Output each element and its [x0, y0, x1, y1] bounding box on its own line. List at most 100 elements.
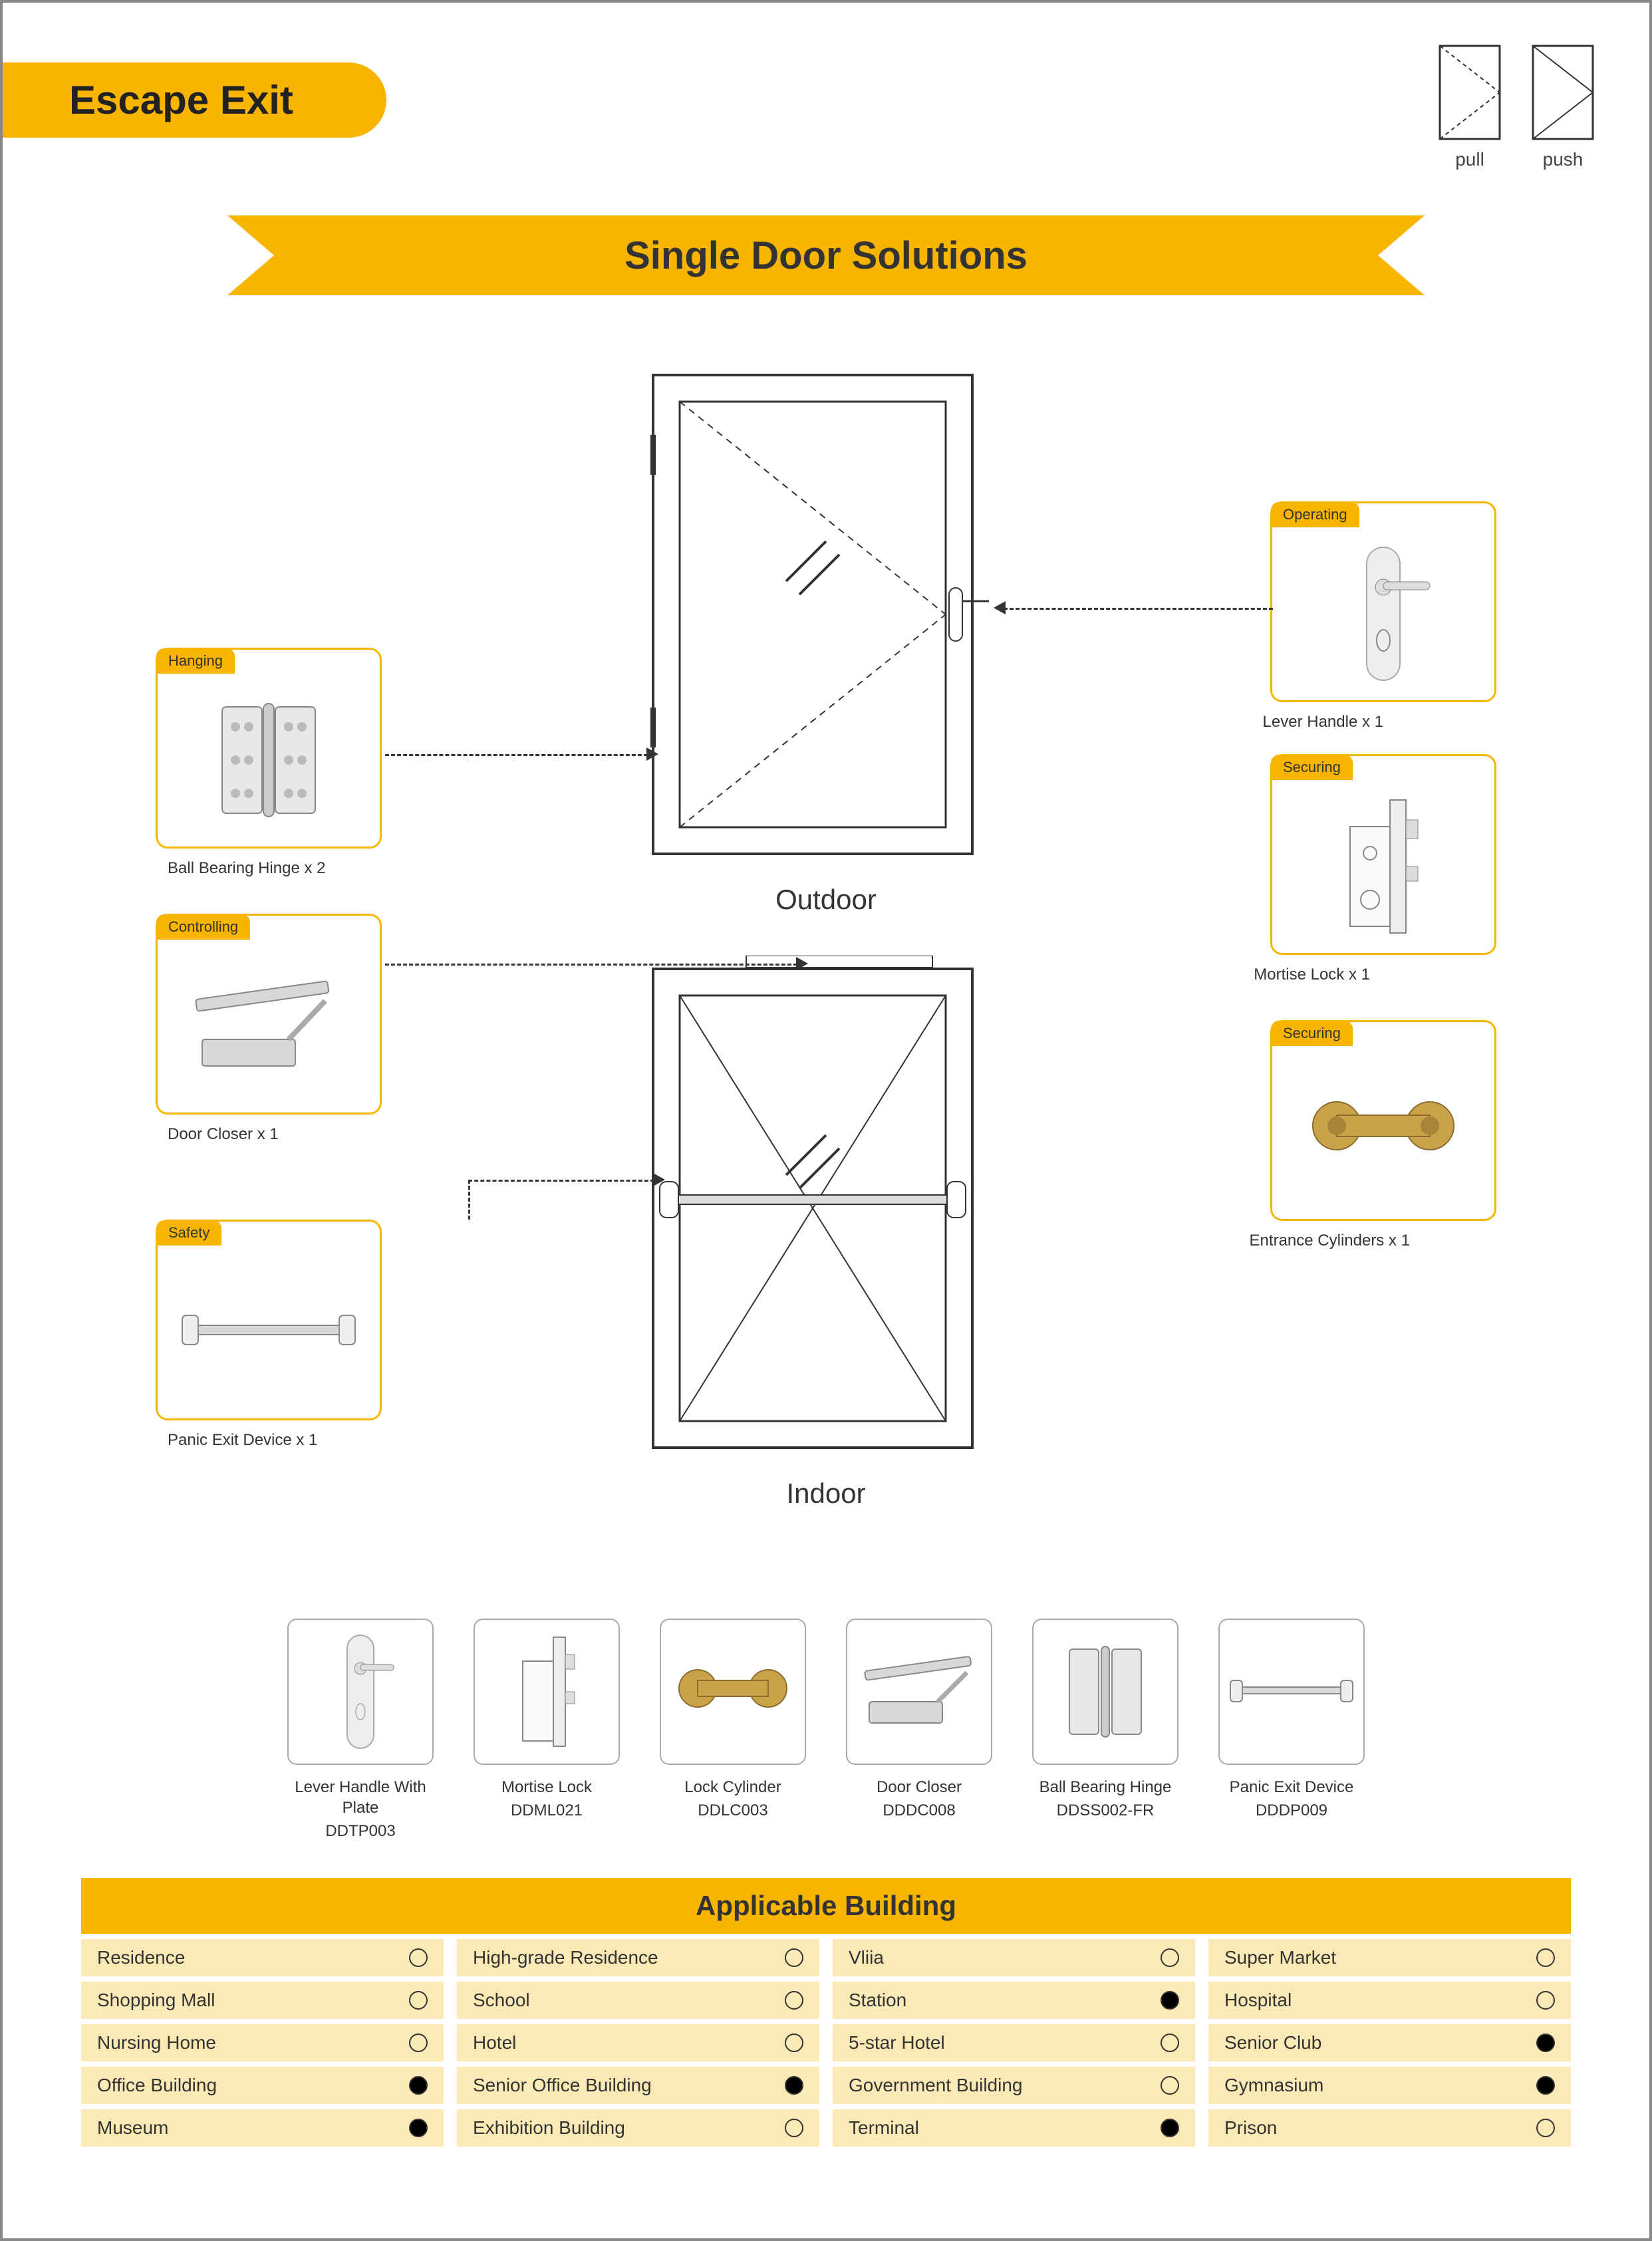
applicable-label: Museum — [97, 2117, 168, 2139]
product-3-name: Door Closer — [877, 1777, 962, 1797]
component-securing2-tag: Securing — [1271, 1021, 1353, 1046]
applicable-cell: Government Building — [833, 2067, 1195, 2104]
applicable-dot — [785, 2076, 803, 2095]
applicable-dot — [1161, 2034, 1179, 2052]
lever-handle-icon — [1272, 527, 1494, 700]
connector-safety-v — [468, 1180, 470, 1220]
component-controlling-caption: Door Closer x 1 — [168, 1125, 279, 1144]
door-diagrams: Outdoor Indoor — [626, 362, 1026, 1510]
product-5-code: DDDP009 — [1256, 1801, 1327, 1820]
applicable-label: Terminal — [849, 2117, 919, 2139]
applicable-dot — [1536, 2034, 1555, 2052]
connector-safety-arrow — [653, 1173, 665, 1186]
applicable-cell: Nursing Home — [81, 2024, 444, 2061]
component-securing1-caption: Mortise Lock x 1 — [1254, 966, 1370, 984]
product-0-name: Lever Handle With Plate — [281, 1777, 440, 1818]
banner-text: Single Door Solutions — [227, 215, 1425, 295]
applicable-label: Exhibition Building — [473, 2117, 625, 2139]
applicable-dot — [785, 1991, 803, 2010]
connector-hanging-arrow — [646, 747, 658, 761]
applicable-label: Senior Office Building — [473, 2075, 652, 2096]
component-safety-tag: Safety — [156, 1220, 221, 1246]
connector-operating-arrow — [994, 601, 1006, 614]
pull-door-icon — [1437, 43, 1503, 142]
pull-label: pull — [1455, 149, 1484, 170]
applicable-cell: Vliia — [833, 1939, 1195, 1976]
mortise-lock-icon — [1272, 780, 1494, 953]
door-closer-icon — [158, 940, 380, 1113]
applicable-dot — [1536, 2076, 1555, 2095]
product-3-icon — [846, 1619, 992, 1765]
product-1-code: DDML021 — [511, 1801, 583, 1820]
product-5-icon — [1218, 1619, 1365, 1765]
product-0-code: DDTP003 — [325, 1822, 395, 1841]
applicable-cell: Residence — [81, 1939, 444, 1976]
component-operating: Operating — [1270, 501, 1496, 702]
page-title: Escape Exit — [3, 63, 386, 138]
applicable-label: Government Building — [849, 2075, 1022, 2096]
applicable-label: Super Market — [1224, 1947, 1336, 1968]
applicable-cell: Senior Club — [1208, 2024, 1571, 2061]
product-0-icon — [287, 1619, 434, 1765]
applicable-label: High-grade Residence — [473, 1947, 658, 1968]
product-5-name: Panic Exit Device — [1230, 1777, 1354, 1797]
applicable-label: Station — [849, 1990, 906, 2011]
applicable-dot — [409, 2034, 428, 2052]
product-4-name: Ball Bearing Hinge — [1039, 1777, 1172, 1797]
applicable-dot — [409, 2076, 428, 2095]
pull-push-legend: pull push — [1437, 43, 1596, 170]
component-securing1: Securing — [1270, 754, 1496, 955]
applicable-label: Vliia — [849, 1947, 884, 1968]
applicable-cell: Museum — [81, 2109, 444, 2147]
connector-operating — [1004, 608, 1273, 610]
applicable-section: Applicable Building Residence High-grade … — [81, 1878, 1571, 2147]
applicable-cell: 5-star Hotel — [833, 2024, 1195, 2061]
applicable-dot — [1536, 1991, 1555, 2010]
connector-hanging — [385, 754, 648, 756]
product-1: Mortise Lock DDML021 — [467, 1619, 626, 1841]
pull-icon-group: pull — [1437, 43, 1503, 170]
applicable-cell: Gymnasium — [1208, 2067, 1571, 2104]
applicable-label: Senior Club — [1224, 2032, 1321, 2053]
applicable-cell: High-grade Residence — [457, 1939, 819, 1976]
indoor-label: Indoor — [626, 1478, 1026, 1510]
product-2: Lock Cylinder DDLC003 — [653, 1619, 813, 1841]
applicable-dot — [1536, 2119, 1555, 2137]
banner-ribbon: Single Door Solutions — [227, 215, 1425, 295]
applicable-cell: Terminal — [833, 2109, 1195, 2147]
applicable-grid: Residence High-grade Residence Vliia Super … — [81, 1939, 1571, 2147]
component-controlling-tag: Controlling — [156, 914, 250, 940]
product-3-code: DDDC008 — [883, 1801, 955, 1820]
applicable-label: Gymnasium — [1224, 2075, 1323, 2096]
applicable-dot — [409, 1948, 428, 1967]
applicable-dot — [785, 1948, 803, 1967]
applicable-cell: Hospital — [1208, 1982, 1571, 2019]
product-2-name: Lock Cylinder — [684, 1777, 781, 1797]
cylinder-icon — [1272, 1046, 1494, 1219]
outdoor-label: Outdoor — [626, 884, 1026, 916]
product-4-icon — [1032, 1619, 1178, 1765]
applicable-header: Applicable Building — [81, 1878, 1571, 1934]
applicable-dot — [1161, 2119, 1179, 2137]
applicable-cell: Station — [833, 1982, 1195, 2019]
applicable-label: Hotel — [473, 2032, 516, 2053]
applicable-dot — [1161, 1948, 1179, 1967]
component-safety: Safety — [156, 1220, 382, 1420]
applicable-dot — [785, 2119, 803, 2137]
applicable-label: Nursing Home — [97, 2032, 216, 2053]
push-icon-group: push — [1530, 43, 1596, 170]
applicable-cell: Hotel — [457, 2024, 819, 2061]
product-3: Door Closer DDDC008 — [839, 1619, 999, 1841]
applicable-label: Shopping Mall — [97, 1990, 215, 2011]
push-door-icon — [1530, 43, 1596, 142]
connector-safety-h — [468, 1180, 654, 1182]
product-2-code: DDLC003 — [698, 1801, 767, 1820]
product-row: Lever Handle With Plate DDTP003 Mortise … — [281, 1619, 1371, 1841]
product-4-code: DDSS002-FR — [1057, 1801, 1155, 1820]
applicable-cell: Senior Office Building — [457, 2067, 819, 2104]
applicable-label: School — [473, 1990, 530, 2011]
component-controlling: Controlling — [156, 914, 382, 1115]
component-hanging-caption: Ball Bearing Hinge x 2 — [168, 859, 325, 878]
component-hanging-tag: Hanging — [156, 648, 235, 674]
applicable-cell: Super Market — [1208, 1939, 1571, 1976]
